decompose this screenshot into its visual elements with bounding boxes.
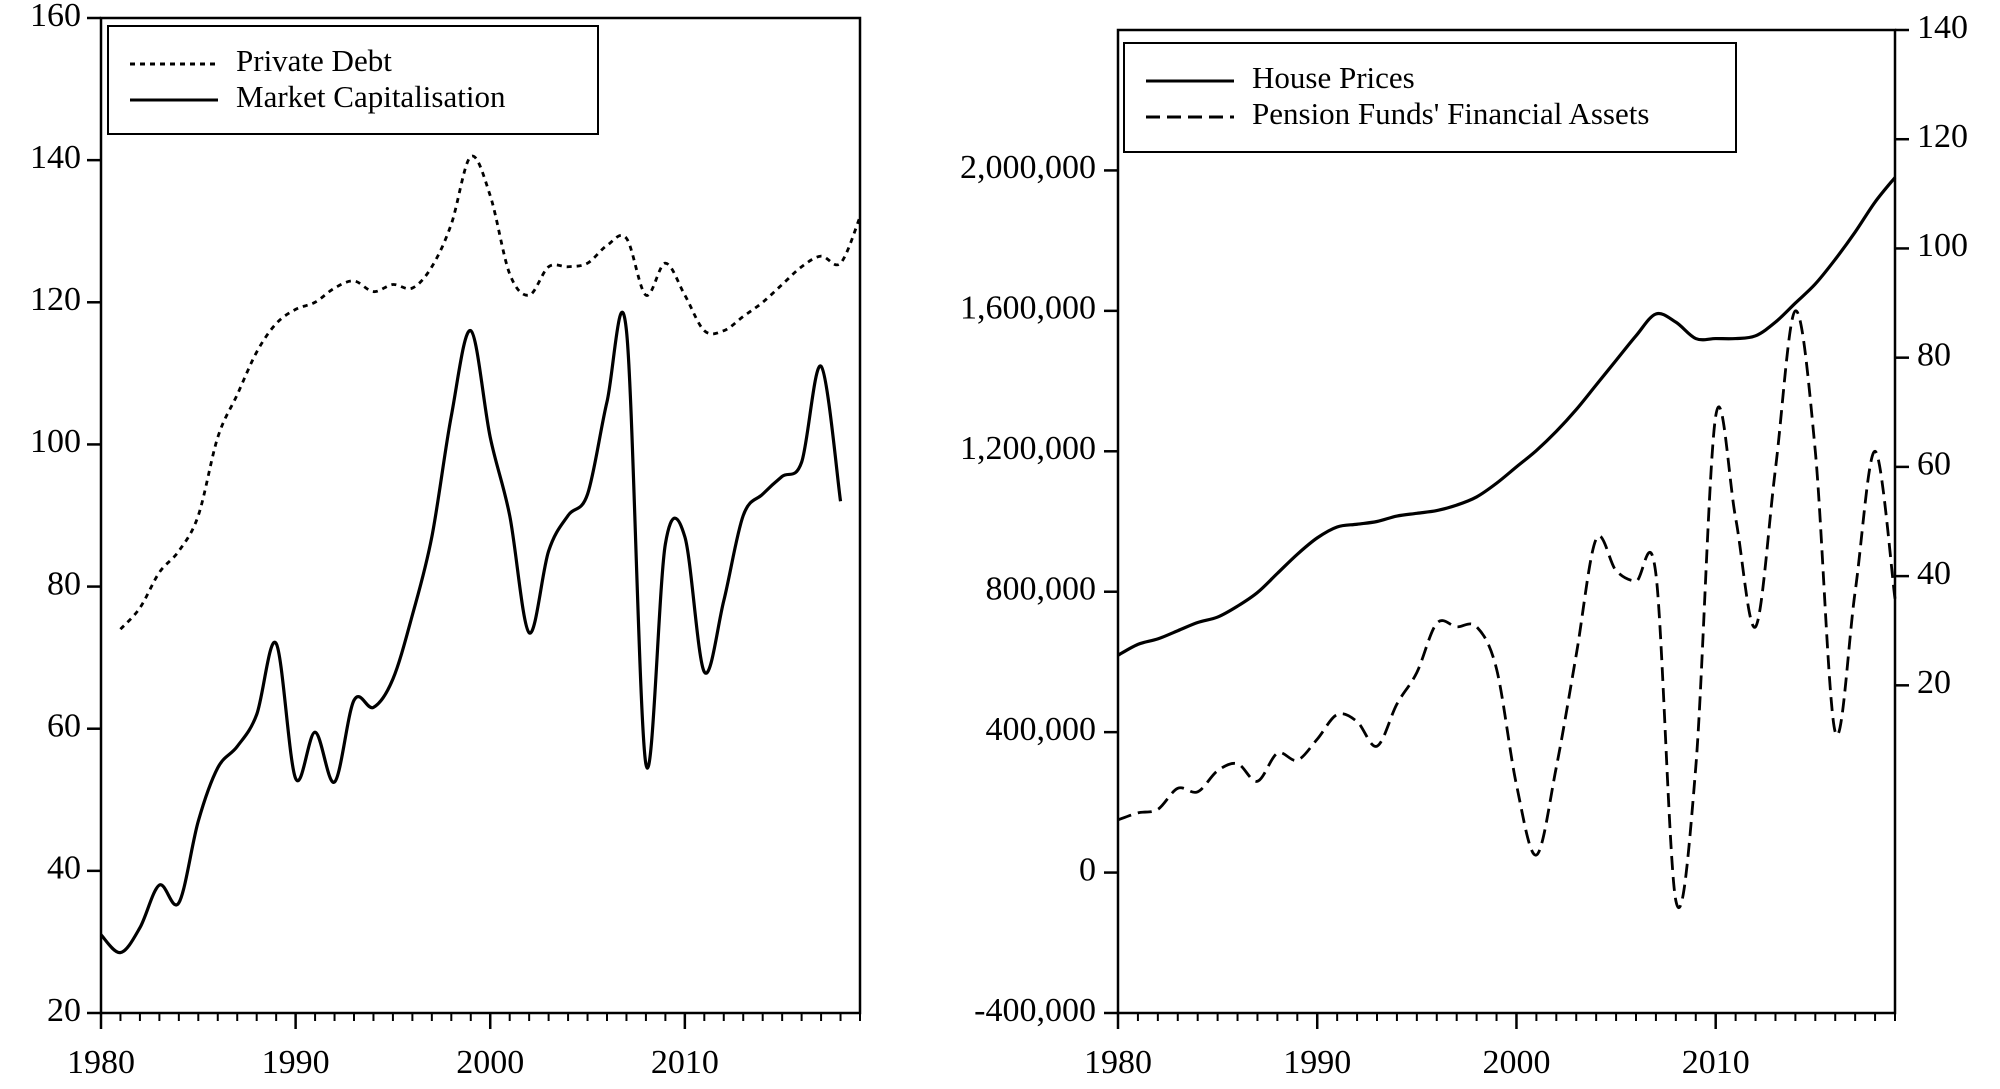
right-y-tick-label-120: 120 <box>1917 118 1968 155</box>
y-tick-label-160: 160 <box>30 0 81 34</box>
left-y-tick-label-6: 2,000,000 <box>960 149 1096 186</box>
right-y-tick-label-60: 60 <box>1917 446 1951 483</box>
series-line-1 <box>1117 176 1897 657</box>
right-y-tick-label-140: 140 <box>1917 9 1968 46</box>
right-y-tick-label-80: 80 <box>1917 336 1951 373</box>
series-line-2 <box>1117 309 1897 909</box>
left-y-tick-label-4: 1,200,000 <box>960 430 1096 467</box>
left-y-tick-label-2: 400,000 <box>986 711 1097 748</box>
legend-box <box>107 25 599 135</box>
legend-label-2: Pension Funds' Financial Assets <box>1252 96 1649 131</box>
x-tick-label-2010: 2010 <box>651 1044 719 1081</box>
series-line-1 <box>119 154 862 631</box>
x-tick-label-1980: 1980 <box>1084 1044 1152 1081</box>
x-tick-label-2000: 2000 <box>1482 1044 1550 1081</box>
left-y-tick-label-0: -400,000 <box>974 992 1096 1029</box>
y-tick-label-60: 60 <box>47 708 81 745</box>
series-2-point-21 <box>1513 782 1519 788</box>
series-2-point-32 <box>1733 515 1739 521</box>
y-tick-label-80: 80 <box>47 565 81 602</box>
series-2-point-34 <box>1772 466 1778 472</box>
y-tick-label-120: 120 <box>30 281 81 318</box>
y-tick-label-100: 100 <box>30 423 81 460</box>
x-tick-label-1990: 1990 <box>1283 1044 1351 1081</box>
series-line-2 <box>99 310 843 955</box>
plot-frame-right <box>1116 28 1897 1015</box>
y-tick-label-40: 40 <box>47 850 81 887</box>
right-y-tick-label-100: 100 <box>1917 227 1968 264</box>
plot-frame-left <box>99 16 862 1015</box>
left-y-tick-label-3: 800,000 <box>986 571 1097 608</box>
right-y-tick-label-20: 20 <box>1917 664 1951 701</box>
left-y-tick-label-5: 1,600,000 <box>960 290 1096 327</box>
series-2-point-7 <box>1235 761 1241 767</box>
y-tick-label-20: 20 <box>47 992 81 1029</box>
legend-label-2: Market Capitalisation <box>236 79 506 114</box>
series-2-point-10 <box>1294 757 1300 763</box>
legend-label-1: House Prices <box>1252 60 1415 95</box>
chart-right: -400,000 0 400,000 800,000 1,200,000 1,600,00… <box>960 9 1968 1081</box>
left-y-tick-label-1: 0 <box>1079 851 1096 888</box>
x-tick-label-1990: 1990 <box>262 1044 330 1081</box>
chart-left: 20 40 60 80 100 120 140 160 1980 1990 2000 2010 Priv… <box>30 0 862 1081</box>
legend-label-1: Private Debt <box>236 43 392 78</box>
right-y-tick-label-40: 40 <box>1917 555 1951 592</box>
y-tick-label-140: 140 <box>30 139 81 176</box>
legend-box <box>1123 42 1737 153</box>
x-tick-label-2000: 2000 <box>456 1044 524 1081</box>
x-tick-label-2010: 2010 <box>1682 1044 1750 1081</box>
x-tick-label-1980: 1980 <box>67 1044 135 1081</box>
